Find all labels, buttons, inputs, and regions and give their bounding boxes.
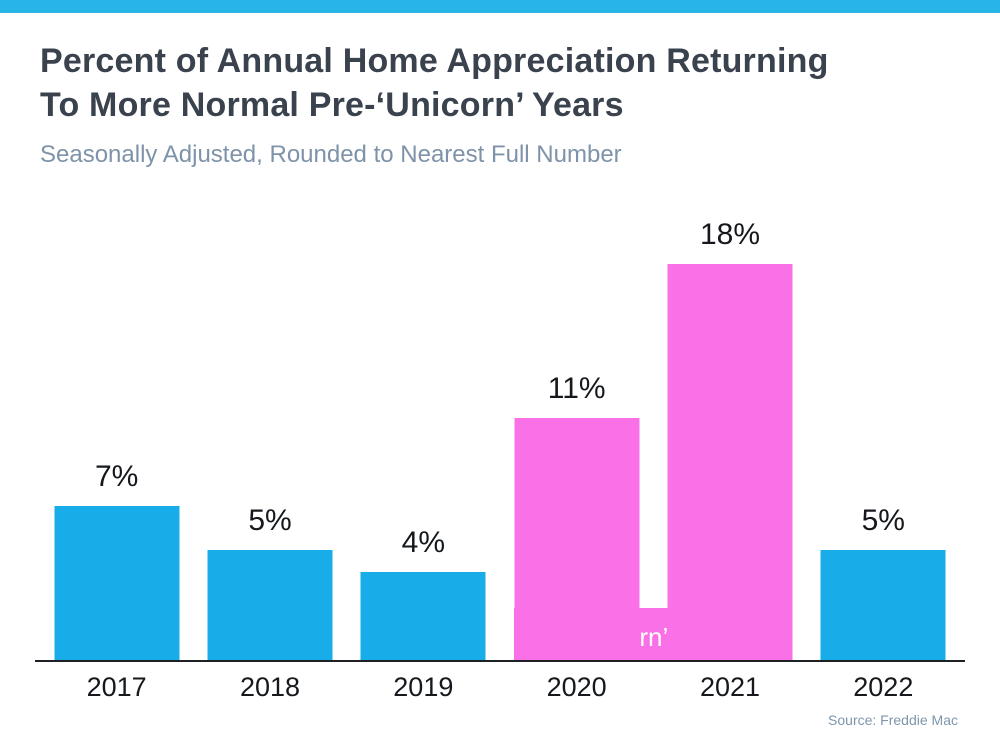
value-label-2020: 11% — [547, 372, 606, 405]
value-label-2018: 5% — [248, 504, 292, 537]
page-title-line2: To More Normal Pre-‘Unicorn’ Years — [40, 85, 624, 124]
bar-slot-2019: 4% — [347, 220, 500, 660]
x-axis-label-2022: 2022 — [853, 672, 914, 702]
page-title-line1: Percent of Annual Home Appreciation Retu… — [40, 42, 829, 80]
value-label-2019: 4% — [401, 526, 445, 559]
bar-slot-2020: 11% — [500, 220, 653, 660]
value-label-2021: 18% — [699, 218, 760, 251]
bar-slot-2021: 18% — [653, 218, 806, 660]
x-axis-label-2017: 2017 — [86, 672, 147, 702]
bar-2019 — [360, 572, 486, 660]
bar-2022 — [820, 550, 946, 660]
bar-slot-2022: 5% — [807, 220, 960, 660]
value-label-2017: 7% — [94, 460, 139, 493]
bar-slot-2017: 7% — [40, 220, 193, 660]
bars-container: 7% 5% 4% 11% 18% 5% — [40, 218, 960, 660]
x-axis-label-2019: 2019 — [393, 672, 454, 702]
page-title: Percent of Annual Home Appreciation Retu… — [40, 40, 960, 127]
top-accent-bar — [0, 0, 1000, 13]
bar-2020 — [514, 418, 640, 660]
bar-2017 — [54, 506, 180, 660]
x-axis-label-2018: 2018 — [239, 672, 301, 702]
x-axis-label-2021: 2021 — [699, 672, 761, 702]
bar-chart-plot-area: ‘Unicorn’ Years 7% 5% 4% 11% 18% 5% — [40, 218, 960, 660]
bar-2021 — [667, 264, 793, 660]
x-axis-labels: 2017 2018 2019 2020 2021 2022 — [40, 672, 960, 703]
value-label-2022: 5% — [861, 504, 905, 537]
x-axis-line — [35, 660, 965, 662]
chart-subtitle: Seasonally Adjusted, Rounded to Nearest … — [40, 141, 622, 169]
bar-slot-2018: 5% — [193, 220, 346, 660]
x-axis-label-2020: 2020 — [546, 672, 607, 702]
chart-header: Percent of Annual Home Appreciation Retu… — [40, 40, 960, 169]
source-text: Source: Freddie Mac — [828, 712, 958, 728]
bar-2018 — [207, 550, 333, 660]
